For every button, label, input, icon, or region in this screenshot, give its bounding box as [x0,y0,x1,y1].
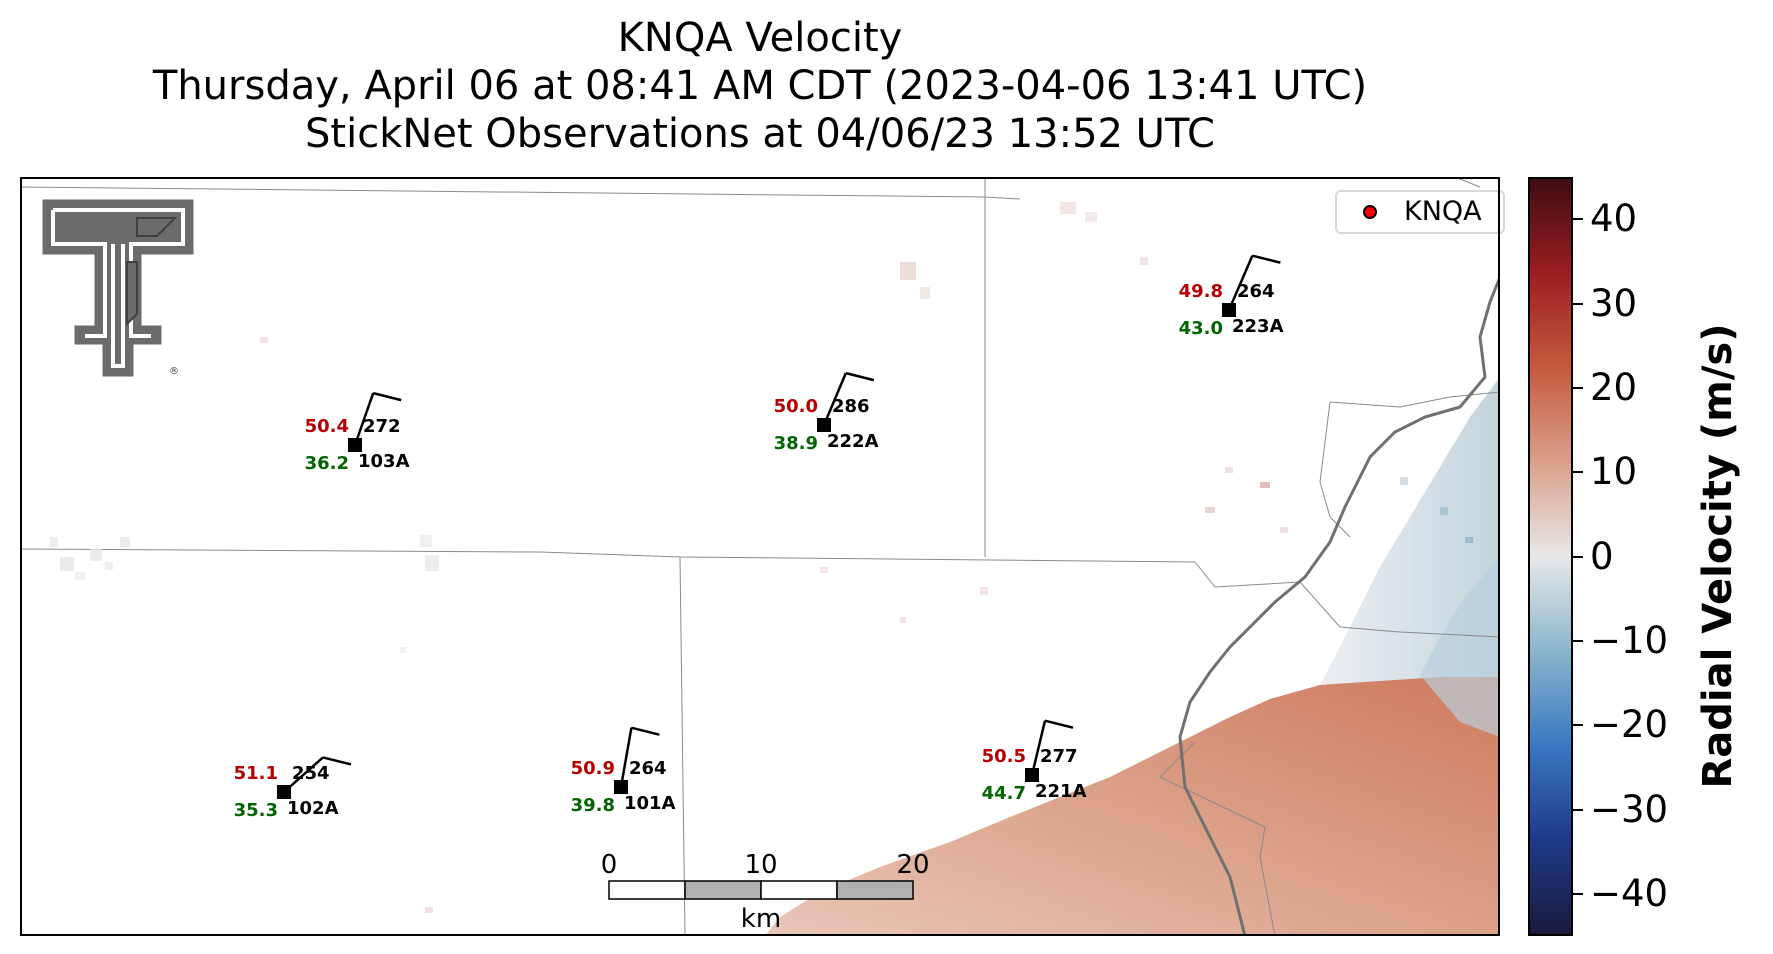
station-plot-223A[interactable]: 49.8 264 43.0 223A [1179,254,1284,339]
station-dewpoint: 39.8 [571,795,615,816]
colorbar-tick-label: 10 [1590,450,1638,494]
colorbar-tick-label: 20 [1590,365,1638,409]
scale-label-20: 20 [896,850,929,880]
radar-map[interactable]: 0 10 20 km 50.4 272 36.2 103A 50.0 286 38.9 222… [20,177,1505,936]
wind-barb-staff [822,372,847,426]
station-id: 103A [358,451,410,472]
wind-barb-staff [619,727,633,788]
scale-unit: km [741,904,781,934]
station-dewpoint: 44.7 [982,783,1026,804]
wind-barb-staff [1030,720,1047,776]
colorbar-tick-mark [1573,386,1583,389]
figure-title: KNQA Velocity Thursday, April 06 at 08:4… [0,14,1520,158]
map-legend: KNQA [1335,190,1505,234]
legend-label: KNQA [1404,196,1482,227]
station-wind-dir: 264 [629,758,667,779]
scale-bar: 0 10 20 km [601,850,930,934]
station-temp: 50.5 [982,746,1026,767]
map-canvas: 0 10 20 km 50.4 272 36.2 103A 50.0 286 38.9 222… [20,177,1500,936]
station-plot-221A[interactable]: 50.5 277 44.7 221A [982,719,1087,804]
station-id: 102A [287,798,339,819]
station-marker-icon [348,438,362,452]
colorbar-tick-mark [1573,555,1583,558]
colorbar [1528,177,1573,936]
station-plots: 50.4 272 36.2 103A 50.0 286 38.9 222A 49.8 264 43.… [234,254,1284,821]
station-plot-102A[interactable]: 51.1 254 35.3 102A [234,756,352,821]
station-dewpoint: 38.9 [774,433,818,454]
scale-label-0: 0 [601,850,618,880]
station-plot-222A[interactable]: 50.0 286 38.9 222A [774,371,879,454]
colorbar-tick-label: 0 [1590,534,1614,578]
station-wind-dir: 272 [363,416,401,437]
station-plot-103A[interactable]: 50.4 272 36.2 103A [305,391,410,474]
colorbar-tick-mark [1573,471,1583,474]
station-marker-icon [1222,303,1236,317]
colorbar-tick-mark [1573,302,1583,305]
radar-site-marker-icon [1363,205,1377,219]
station-temp: 50.9 [571,758,615,779]
station-marker-icon [277,785,291,799]
wind-barb-flag [845,371,875,382]
station-id: 223A [1232,316,1284,337]
station-id: 221A [1035,781,1087,802]
station-id: 101A [624,793,676,814]
wind-barb-flag [372,391,402,402]
station-temp: 50.0 [774,396,818,417]
texas-tech-logo-icon: ® [39,196,197,380]
svg-text:®: ® [169,366,179,377]
colorbar-tick-label: −20 [1590,703,1669,747]
station-plot-101A[interactable]: 50.9 264 39.8 101A [571,726,676,816]
echo-region-outbound [765,675,1500,936]
station-id: 222A [827,431,879,452]
colorbar-tick-label: −30 [1590,787,1669,831]
wind-barb-flag [631,726,660,736]
station-wind-dir: 254 [292,763,330,784]
county-lines [20,177,1500,936]
colorbar-tick-label: 30 [1590,281,1638,325]
colorbar-tick-mark [1573,218,1583,221]
title-line-3: StickNet Observations at 04/06/23 13:52 … [305,111,1215,157]
title-line-2: Thursday, April 06 at 08:41 AM CDT (2023… [152,63,1368,109]
station-temp: 51.1 [234,763,278,784]
echo-region-mixed [1420,557,1500,737]
colorbar-tick-label: −10 [1590,618,1669,662]
wind-barb-flag [1252,254,1281,264]
colorbar-tick-mark [1573,724,1583,727]
station-dewpoint: 36.2 [305,453,349,474]
station-marker-icon [1025,768,1039,782]
colorbar-tick-mark [1573,808,1583,811]
colorbar-title: Radial Velocity (m/s) [1695,323,1741,789]
station-wind-dir: 264 [1237,281,1275,302]
wind-barb-flag [1044,719,1074,729]
colorbar-tick-mark [1573,892,1583,895]
colorbar-tick-mark [1573,639,1583,642]
echo-region-inbound [1320,377,1500,685]
boundary-line [1178,276,1500,936]
scale-label-10: 10 [744,850,777,880]
station-wind-dir: 286 [832,396,870,417]
station-wind-dir: 277 [1040,746,1078,767]
station-dewpoint: 35.3 [234,800,278,821]
radar-speckle [50,202,1473,913]
colorbar-tick-label: 40 [1590,197,1638,241]
wind-barb-flag [322,756,352,766]
wind-barb-staff [1227,255,1254,311]
wind-barb-staff [353,392,375,446]
station-marker-icon [817,418,831,432]
title-line-1: KNQA Velocity [617,15,903,61]
station-dewpoint: 43.0 [1179,318,1223,339]
station-temp: 50.4 [305,416,349,437]
station-temp: 49.8 [1179,281,1223,302]
station-marker-icon [614,780,628,794]
colorbar-tick-label: −40 [1590,871,1669,915]
